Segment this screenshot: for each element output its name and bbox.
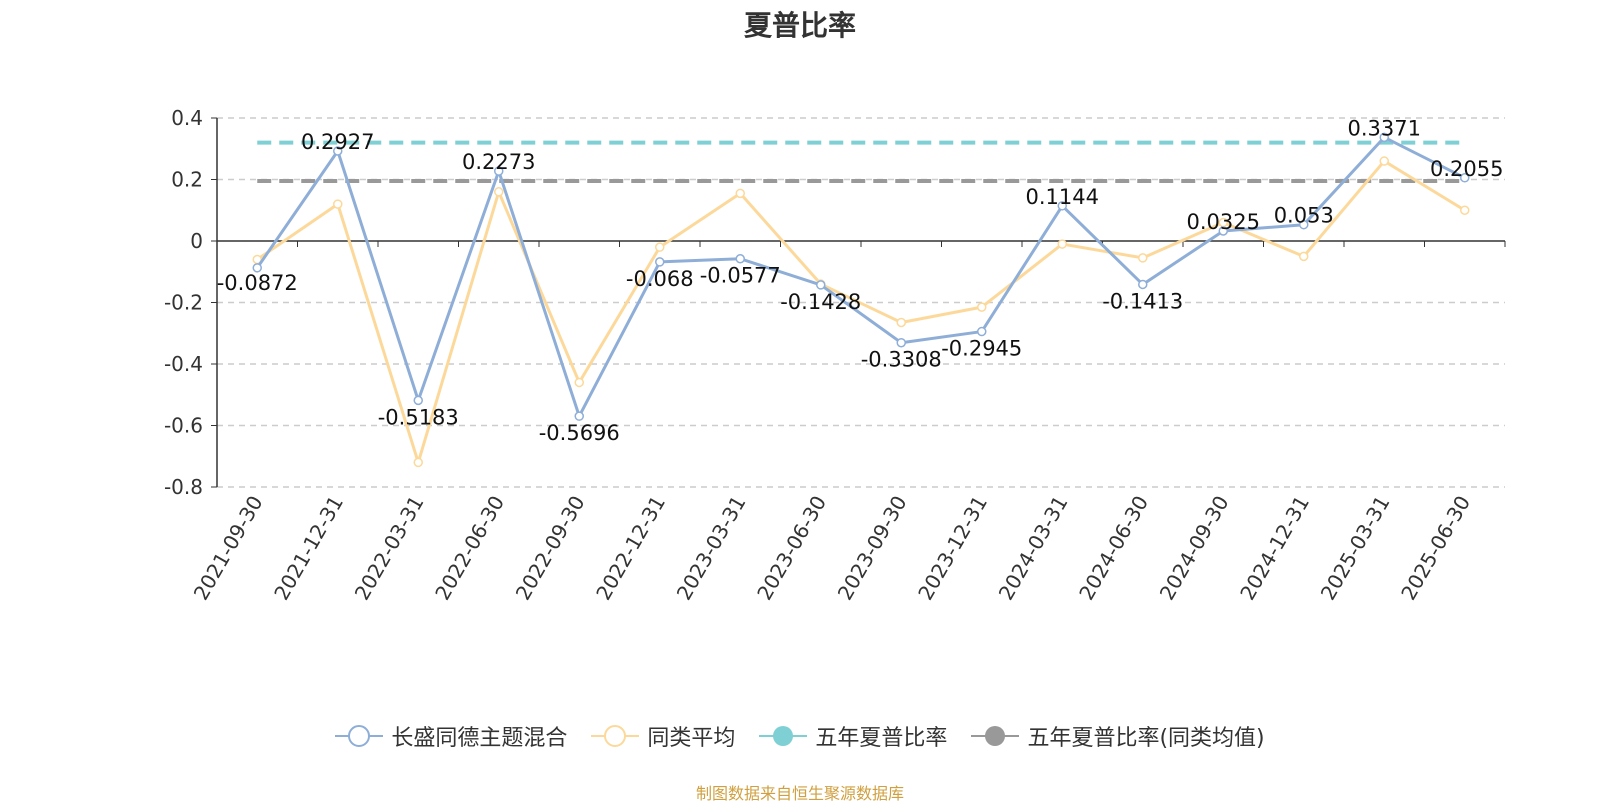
- x-tick-label: 2023-12-31: [913, 492, 992, 605]
- fund-point: [977, 326, 987, 337]
- x-tick-label: 2025-03-31: [1316, 492, 1395, 605]
- legend-item-fund[interactable]: 长盛同德主题混合: [335, 720, 567, 752]
- fund-point: [1460, 173, 1470, 183]
- legend-symbol-five-year: [759, 726, 808, 746]
- fund-point: [816, 280, 826, 290]
- fund-point: [1299, 219, 1309, 230]
- peer-average-point: [1138, 253, 1148, 263]
- x-tick-label: 2023-09-30: [833, 492, 912, 605]
- legend-label-five-year-peer: 五年夏普比率(同类均值): [1027, 726, 1265, 751]
- fund-data-label: 0.2055: [1430, 157, 1503, 181]
- fund-point: [896, 337, 906, 348]
- peer-average-point: [1379, 156, 1389, 166]
- legend-item-peer-average[interactable]: 同类平均: [591, 720, 735, 752]
- fund-point: [1057, 201, 1067, 211]
- fund-point: [413, 395, 423, 406]
- peer-average-point: [655, 242, 665, 252]
- peer-average-point: [735, 188, 745, 199]
- fund-line: [256, 135, 1466, 418]
- legend-item-five-year[interactable]: 五年夏普比率: [759, 720, 947, 752]
- fund-data-label: -0.5696: [539, 421, 620, 445]
- x-tick-label: 2024-09-30: [1155, 492, 1234, 605]
- x-tick-label: 2021-09-30: [189, 492, 268, 605]
- legend-label-peer-average: 同类平均: [647, 726, 736, 751]
- legend-item-five-year-peer[interactable]: 五年夏普比率(同类均值): [971, 720, 1265, 752]
- y-tick-label: -0.4: [164, 352, 203, 376]
- fund-data-label: 0.2273: [462, 150, 535, 174]
- x-tick-label: 2024-12-31: [1235, 492, 1314, 605]
- fund-data-label: -0.3308: [861, 348, 942, 372]
- legend-symbol-peer-average: [591, 725, 640, 747]
- y-tick-label: -0.8: [164, 475, 203, 499]
- legend-symbol-fund: [335, 725, 384, 747]
- fund-data-label: -0.1413: [1102, 289, 1183, 313]
- fund-point: [252, 263, 262, 273]
- fund-data-label: 0.053: [1274, 204, 1334, 228]
- fund-data-label: 0.1144: [1026, 185, 1099, 209]
- fund-point: [735, 253, 745, 264]
- peer-average-point: [1460, 205, 1470, 215]
- x-tick-label: 2024-03-31: [994, 492, 1073, 605]
- fund-point: [1138, 279, 1148, 290]
- x-tick-label: 2024-06-30: [1074, 492, 1153, 605]
- peer-average-point: [333, 199, 343, 209]
- peer-average-point: [1057, 239, 1067, 249]
- fund-point: [494, 166, 504, 176]
- x-tick-label: 2025-06-30: [1396, 492, 1475, 605]
- peer-average-point: [494, 187, 504, 197]
- fund-data-label: 0.3371: [1348, 116, 1421, 140]
- legend-label-five-year: 五年夏普比率: [815, 726, 948, 751]
- peer-average-point: [896, 317, 906, 328]
- y-tick-label: -0.6: [164, 414, 203, 438]
- fund-data-label: -0.0872: [217, 271, 298, 295]
- y-tick-label: 0.2: [171, 168, 203, 192]
- peer-average-line: [256, 159, 1466, 464]
- fund-data-label: -0.1428: [780, 290, 861, 314]
- fund-data-label: -0.5183: [378, 405, 459, 429]
- fund-point: [655, 257, 665, 267]
- peer-average-point: [574, 377, 584, 388]
- legend: 长盛同德主题混合 同类平均 五年夏普比率 五年夏普比率(同类均值): [0, 720, 1600, 752]
- fund-data-label: 0.0325: [1187, 210, 1260, 234]
- fund-point: [333, 146, 343, 156]
- fund-data-label: 0.2927: [301, 130, 374, 154]
- y-tick-label: 0.4: [171, 106, 203, 130]
- chart-title: 夏普比率: [743, 9, 856, 42]
- x-tick-label: 2023-06-30: [752, 492, 831, 605]
- fund-point: [1218, 226, 1228, 236]
- legend-symbol-five-year-peer: [971, 726, 1020, 746]
- fund-data-label: -0.2945: [941, 337, 1022, 361]
- legend-label-fund: 长盛同德主题混合: [391, 726, 568, 751]
- x-tick-label: 2022-06-30: [430, 492, 509, 605]
- peer-average-point: [1299, 251, 1309, 262]
- y-tick-label: -0.2: [164, 291, 203, 315]
- y-tick-label: 0: [190, 229, 203, 253]
- source-note: 制图数据来自恒生聚源数据库: [695, 784, 904, 803]
- x-tick-label: 2022-09-30: [511, 492, 590, 605]
- x-tick-label: 2022-12-31: [591, 492, 670, 605]
- fund-point: [1379, 132, 1389, 143]
- fund-data-label: -0.0577: [700, 264, 781, 288]
- x-tick-label: 2023-03-31: [672, 492, 751, 605]
- peer-average-point: [977, 302, 987, 312]
- x-tick-label: 2021-12-31: [269, 492, 348, 605]
- fund-data-label: -0.068: [626, 267, 694, 291]
- x-tick-label: 2022-03-31: [350, 492, 429, 605]
- peer-average-point: [413, 457, 423, 468]
- fund-point: [574, 411, 584, 421]
